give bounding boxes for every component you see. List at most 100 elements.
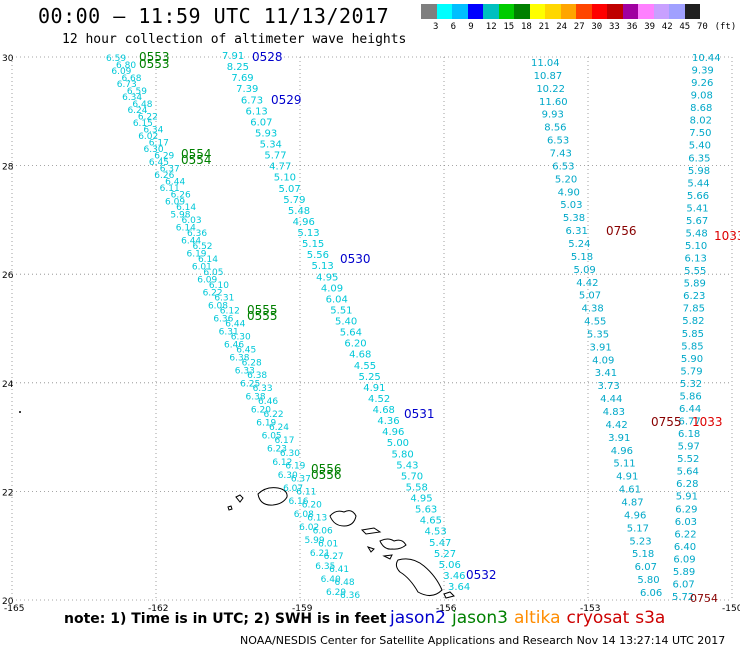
- swh-value-label: 4.96: [611, 446, 633, 457]
- swh-value-label: 6.26: [154, 171, 174, 181]
- swh-value-label: 8.68: [690, 103, 712, 114]
- swh-value-label: 6.33: [253, 384, 273, 394]
- swh-value-label: 9.08: [691, 91, 713, 102]
- swh-value-label: 5.03: [560, 200, 582, 211]
- swh-value-label: 7.91: [222, 51, 244, 62]
- island-outline: [395, 558, 443, 596]
- pass-time-label: 0530: [340, 252, 371, 266]
- swh-value-label: 6.26: [171, 190, 191, 200]
- swh-value-label: 11.60: [539, 97, 568, 108]
- swh-value-label: 6.31: [214, 294, 234, 304]
- swh-value-label: 6.46: [224, 341, 244, 351]
- swh-value-label: 4.55: [354, 361, 376, 372]
- swh-value-label: 6.22: [674, 529, 696, 540]
- pass-time-label: 0528: [252, 50, 283, 64]
- swh-value-label: 6.46: [258, 397, 278, 407]
- swh-value-label: 6.45: [149, 158, 169, 168]
- island-outline: [382, 554, 393, 560]
- swh-value-label: 6.14: [198, 255, 218, 265]
- scale-swatch: [669, 4, 685, 19]
- swh-value-label: 4.09: [592, 355, 614, 366]
- swh-value-label: 6.30: [231, 332, 251, 342]
- swh-value-label: 6.08: [208, 301, 228, 311]
- swh-value-label: 6.80: [116, 61, 136, 71]
- pass-time-label: 0553: [139, 50, 170, 64]
- swh-value-label: 6.09: [111, 67, 131, 77]
- swh-value-label: 6.02: [299, 523, 319, 533]
- swh-value-label: 6.38: [247, 371, 267, 381]
- swh-value-label: 6.06: [640, 588, 662, 599]
- lat-tick-label: 20: [2, 597, 14, 607]
- swh-value-label: 5.11: [613, 459, 635, 470]
- scale-label: 42: [661, 22, 673, 32]
- swh-value-label: 3.91: [608, 433, 630, 444]
- swh-value-label: 5.66: [687, 191, 709, 202]
- swh-value-label: 5.44: [687, 178, 709, 189]
- scale-swatch: [498, 4, 514, 19]
- swh-value-label: 6.28: [676, 479, 698, 490]
- swh-value-label: 8.25: [227, 62, 249, 73]
- pass-time-label: 0553: [139, 57, 170, 71]
- pass-time-label: 0554: [181, 153, 212, 167]
- swh-value-label: 5.99: [305, 536, 325, 546]
- satellite-legend: jason2 jason3 altika cryosat s3a: [390, 608, 671, 628]
- swh-value-label: 3.41: [595, 368, 617, 379]
- swh-value-label: 6.22: [203, 288, 223, 298]
- swh-value-label: 5.35: [587, 329, 609, 340]
- swh-value-label: 5.64: [340, 328, 362, 339]
- swh-value-label: 5.23: [629, 536, 651, 547]
- swh-value-label: 6.11: [160, 184, 180, 194]
- swh-value-label: 6.19: [285, 462, 305, 472]
- swh-value-label: 5.38: [563, 213, 585, 224]
- swh-value-label: 5.10: [685, 241, 707, 252]
- swh-value-label: 6.13: [246, 106, 268, 117]
- swh-value-label: 6.09: [197, 275, 217, 285]
- swh-value-label: 6.25: [240, 380, 260, 390]
- swh-value-label: 6.19: [186, 249, 206, 259]
- swh-value-label: 6.07: [250, 117, 272, 128]
- swh-value-label: 6.22: [138, 113, 158, 123]
- scale-label: 45: [679, 22, 691, 32]
- swh-value-label: 5.79: [283, 195, 305, 206]
- swh-value-label: 6.05: [262, 432, 282, 442]
- swh-value-label: 5.79: [680, 366, 702, 377]
- lat-tick-label: 26: [2, 271, 14, 281]
- swh-value-label: 6.30: [280, 449, 300, 459]
- lon-tick-label: -156: [436, 604, 457, 614]
- swh-value-label: 6.20: [302, 501, 322, 511]
- swh-value-label: 5.10: [274, 173, 296, 184]
- scale-swatch: [421, 4, 437, 19]
- scale-swatch: [591, 4, 607, 19]
- swh-value-label: 5.18: [632, 549, 654, 560]
- island-outline: [366, 546, 375, 553]
- swh-value-label: 6.07: [672, 579, 694, 590]
- swh-value-label: 5.52: [677, 454, 699, 465]
- swh-value-label: 6.73: [117, 80, 137, 90]
- swh-value-label: 6.06: [313, 526, 333, 536]
- swh-value-label: 6.29: [154, 151, 174, 161]
- scale-label: 9: [468, 22, 474, 32]
- swh-value-label: 4.61: [619, 485, 641, 496]
- swh-value-label: 5.32: [680, 379, 702, 390]
- map-subtitle: 12 hour collection of altimeter wave hei…: [62, 32, 407, 47]
- scale-label: 70: [697, 22, 708, 32]
- pass-time-label: 0555: [247, 303, 278, 317]
- island-dot: [19, 411, 21, 413]
- swh-value-label: 5.82: [682, 316, 704, 327]
- swh-value-label: 6.16: [288, 497, 308, 507]
- scale-label: 12: [485, 22, 497, 32]
- swh-value-label: 4.09: [321, 283, 343, 294]
- swh-value-label: 4.53: [424, 527, 446, 538]
- swh-value-label: 5.06: [439, 560, 461, 571]
- swh-value-label: 6.59: [106, 54, 126, 64]
- pass-time-label: 0755: [651, 415, 682, 429]
- scale-label: 27: [573, 22, 585, 32]
- lon-tick-label: -162: [148, 604, 168, 614]
- swh-value-label: 6.17: [149, 139, 169, 149]
- lat-tick-label: 22: [2, 488, 13, 498]
- scale-swatch: [622, 4, 638, 19]
- swh-value-label: 3.73: [597, 381, 619, 392]
- pass-time-label: 0555: [247, 309, 278, 323]
- swh-value-label: 4.83: [603, 407, 625, 418]
- swh-value-label: 5.90: [681, 354, 703, 365]
